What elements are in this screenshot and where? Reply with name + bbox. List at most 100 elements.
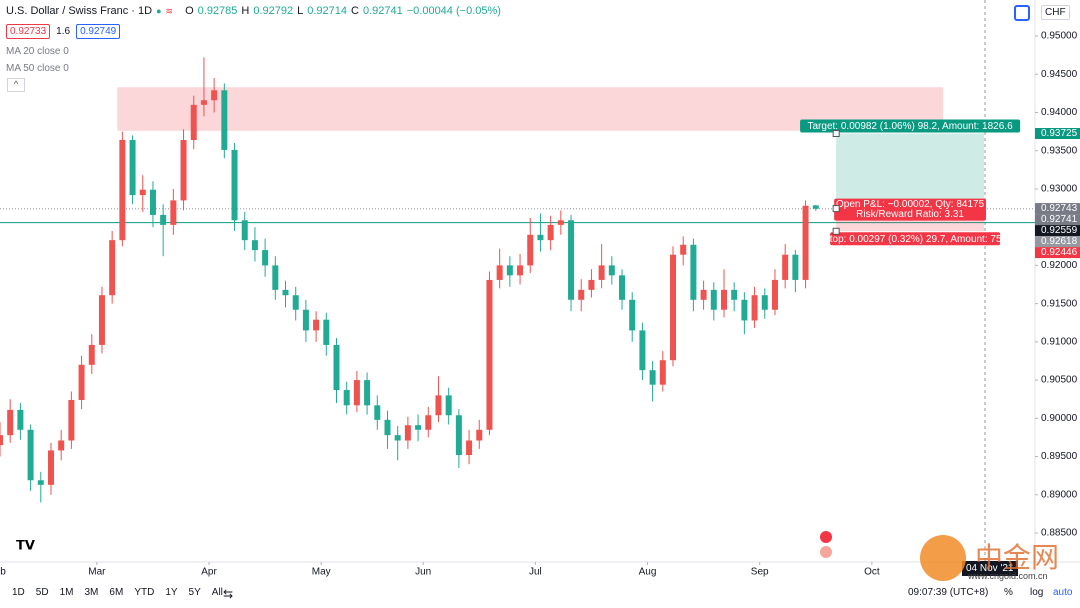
candle-body — [98, 295, 105, 345]
candle-body — [394, 435, 401, 441]
y-tick-label: 0.90000 — [1041, 413, 1078, 424]
candle-body — [37, 480, 44, 485]
settings-icon[interactable] — [1014, 5, 1030, 21]
close-label: C — [351, 5, 359, 17]
range-button[interactable]: 1Y — [165, 587, 178, 598]
candle-body — [608, 265, 615, 276]
target-label: Target: 0.00982 (1.06%) 98.2, Amount: 18… — [808, 121, 1014, 132]
candle-body — [58, 440, 65, 451]
x-tick-label: b — [0, 567, 6, 578]
percent-toggle[interactable]: % — [1004, 587, 1013, 598]
crosshair-label: 04 Nov '21 — [962, 561, 1018, 576]
buy-button[interactable]: 0.92749 — [76, 24, 121, 39]
chart: Target: 0.00982 (1.06%) 98.2, Amount: 18… — [0, 0, 1080, 580]
price-label-bg — [1035, 247, 1080, 259]
candle-body — [231, 149, 238, 221]
y-tick-label: 0.93000 — [1041, 184, 1078, 195]
candle-body — [720, 289, 727, 310]
candle-body — [527, 234, 534, 266]
watermark-url: www.cngold.com.cn — [968, 571, 1048, 581]
candle-body — [323, 319, 330, 345]
candle-body — [517, 265, 524, 276]
range-button[interactable]: 3M — [84, 587, 99, 598]
auto-toggle[interactable]: auto — [1053, 587, 1073, 598]
candle-body — [588, 279, 595, 290]
high-label: H — [241, 5, 250, 17]
candle-body — [486, 279, 493, 430]
clock: 09:07:39 (UTC+8) — [908, 587, 989, 598]
candle-body — [639, 330, 646, 371]
stop-label-bg — [830, 232, 1001, 246]
range-button[interactable]: 5Y — [188, 587, 201, 598]
candle-body — [445, 395, 452, 416]
candle-body — [547, 224, 554, 241]
candle-body — [292, 295, 299, 310]
low-label: L — [297, 5, 304, 17]
handle[interactable] — [832, 130, 840, 138]
price-label-bg — [1035, 203, 1080, 215]
candle-body — [761, 295, 768, 310]
y-tick-label: 0.90500 — [1041, 375, 1078, 386]
range-button[interactable]: All — [211, 587, 223, 598]
candle-body — [47, 450, 54, 485]
candle-body — [302, 309, 309, 331]
range-button[interactable]: 1M — [59, 587, 74, 598]
event-icon[interactable] — [820, 531, 832, 543]
candle-body — [700, 289, 707, 300]
candle-body — [506, 265, 513, 276]
indicator[interactable]: MA 50 close 0 — [6, 63, 69, 74]
candle-body — [690, 244, 697, 300]
candle-body — [537, 234, 544, 241]
range-button[interactable]: 1D — [12, 587, 25, 598]
candle-body — [129, 140, 136, 196]
event-icon[interactable] — [820, 546, 832, 558]
handle[interactable] — [832, 205, 840, 213]
candle-body — [792, 254, 799, 280]
stop-label: Stop: 0.00297 (0.32%) 29.7, Amount: 750 — [823, 234, 1007, 245]
candle-body — [160, 214, 167, 225]
candle-body — [578, 289, 585, 300]
open-value: 0.92785 — [197, 5, 238, 17]
candle-body — [629, 299, 636, 331]
candle-body — [170, 200, 177, 225]
log-toggle[interactable]: log — [1030, 587, 1044, 598]
y-tick-label: 0.91000 — [1041, 336, 1078, 347]
indicator[interactable]: MA 20 close 0 — [6, 46, 69, 57]
candle-body — [415, 425, 422, 430]
candle-body — [659, 360, 666, 385]
symbol[interactable]: U.S. Dollar / Swiss Franc · 1D — [6, 5, 153, 17]
candle-body — [619, 275, 626, 300]
candle-body — [598, 265, 605, 280]
y-tick-label: 0.91500 — [1041, 298, 1078, 309]
candle-body — [262, 250, 269, 266]
range-button[interactable]: YTD — [134, 587, 155, 598]
price-label-bg — [1035, 236, 1080, 248]
close-value: 0.92741 — [362, 5, 403, 17]
range-button[interactable]: 6M — [109, 587, 124, 598]
currency[interactable]: CHF — [1041, 5, 1070, 20]
y-tick-label: 0.89500 — [1041, 451, 1078, 462]
status-icon: ≋ — [165, 5, 174, 16]
price-label: 0.92446 — [1041, 247, 1078, 258]
candle-body — [272, 265, 279, 290]
handle[interactable] — [832, 227, 840, 235]
candle-body — [425, 415, 432, 430]
candle-body — [78, 364, 85, 400]
candle-body — [384, 419, 391, 436]
header: U.S. Dollar / Swiss Franc · 1D ● ≋ O 0.92… — [6, 5, 501, 17]
compare-icon[interactable]: ⇆ — [223, 587, 234, 601]
candle-body — [17, 409, 24, 430]
candle-body — [364, 380, 371, 406]
candle-body — [343, 390, 350, 406]
collapse-button[interactable]: ^ — [7, 78, 25, 92]
range-button[interactable]: 5D — [35, 587, 49, 598]
sell-button[interactable]: 0.92733 — [6, 24, 51, 39]
candle-body — [211, 90, 218, 101]
candle-body — [353, 380, 360, 406]
target-label-bg — [800, 119, 1021, 133]
candle-body — [568, 220, 575, 300]
status-dot: ● — [156, 6, 162, 16]
candle-body — [333, 344, 340, 391]
price-label: 0.92743 — [1041, 203, 1078, 214]
price-label: 0.92559 — [1041, 225, 1078, 236]
